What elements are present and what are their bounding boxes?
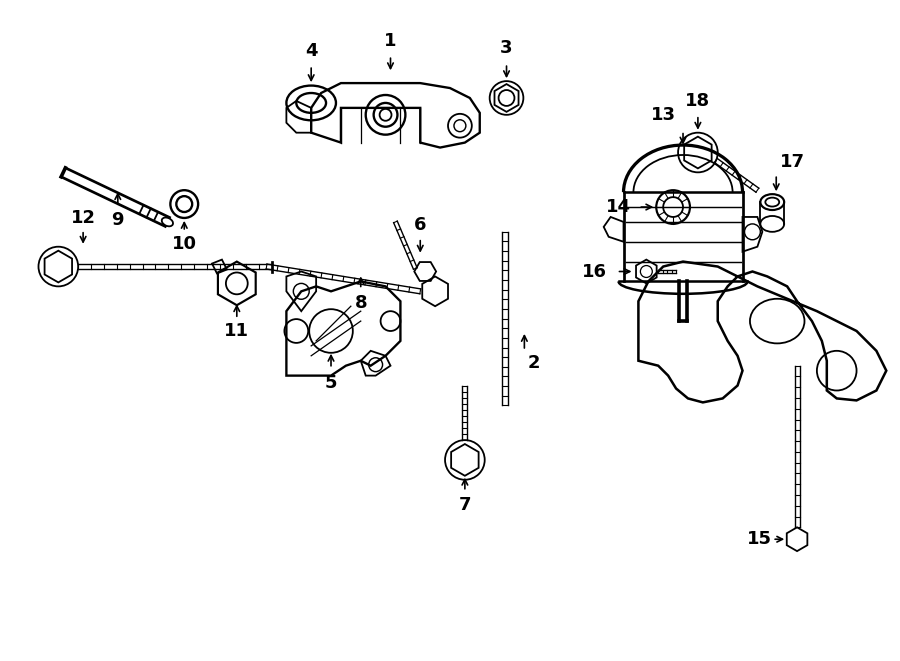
Text: 9: 9 xyxy=(112,211,124,229)
Text: 14: 14 xyxy=(606,198,631,216)
Text: 3: 3 xyxy=(500,40,513,58)
Text: 16: 16 xyxy=(582,262,608,280)
Text: 7: 7 xyxy=(459,496,471,514)
Text: 6: 6 xyxy=(414,216,427,234)
Text: 13: 13 xyxy=(651,106,676,124)
Text: 17: 17 xyxy=(779,153,805,171)
Text: 11: 11 xyxy=(224,322,249,340)
Text: 1: 1 xyxy=(384,32,397,50)
Text: 12: 12 xyxy=(70,209,95,227)
Text: 5: 5 xyxy=(325,373,338,391)
Text: 10: 10 xyxy=(172,235,197,253)
Text: 15: 15 xyxy=(747,530,772,548)
Text: 2: 2 xyxy=(528,354,541,371)
Text: 18: 18 xyxy=(685,92,710,110)
Text: 4: 4 xyxy=(305,42,318,60)
Text: 8: 8 xyxy=(355,294,367,312)
